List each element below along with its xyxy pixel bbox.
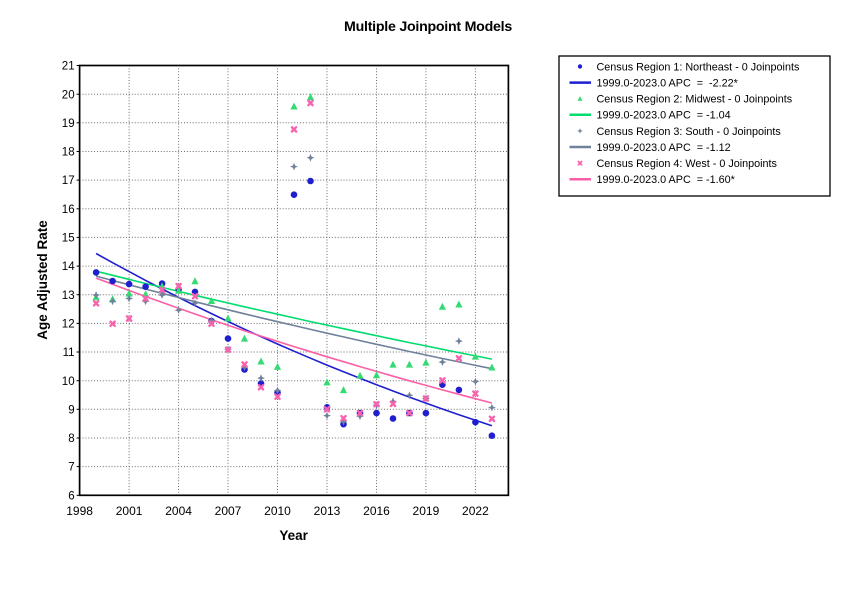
svg-text:19: 19: [62, 118, 75, 130]
svg-text:1999.0-2023.0 APC = -1.12: 1999.0-2023.0 APC = -1.12: [597, 142, 731, 154]
svg-text:2013: 2013: [314, 504, 341, 518]
svg-text:2007: 2007: [215, 504, 242, 518]
svg-text:8: 8: [68, 433, 74, 445]
svg-text:Census Region 1: Northeast - 0: Census Region 1: Northeast - 0 Joinpoint…: [597, 61, 800, 73]
svg-text:Census Region 4: West - 0 Join: Census Region 4: West - 0 Joinpoints: [597, 158, 778, 170]
svg-text:6: 6: [68, 490, 74, 502]
svg-text:1999.0-2023.0 APC = -1.60*: 1999.0-2023.0 APC = -1.60*: [597, 174, 736, 186]
svg-text:20: 20: [62, 89, 75, 101]
svg-text:9: 9: [68, 404, 74, 416]
svg-text:2010: 2010: [264, 504, 291, 518]
svg-text:2019: 2019: [413, 504, 440, 518]
svg-text:1999.0-2023.0 APC = -2.22*: 1999.0-2023.0 APC = -2.22*: [597, 78, 739, 90]
svg-text:21: 21: [62, 61, 75, 73]
svg-text:Census Region 3: South - 0 Joi: Census Region 3: South - 0 Joinpoints: [597, 126, 782, 138]
svg-text:Census Region 2: Midwest - 0 J: Census Region 2: Midwest - 0 Joinpoints: [597, 94, 793, 106]
svg-text:7: 7: [68, 462, 74, 474]
svg-text:1998: 1998: [66, 504, 93, 518]
svg-text:17: 17: [62, 175, 75, 187]
svg-text:Year: Year: [279, 528, 308, 543]
svg-text:16: 16: [62, 204, 75, 216]
svg-text:2022: 2022: [462, 504, 489, 518]
svg-text:2004: 2004: [165, 504, 192, 518]
svg-text:15: 15: [62, 233, 75, 245]
svg-text:10: 10: [62, 376, 75, 388]
svg-text:Age Adjusted Rate: Age Adjusted Rate: [35, 220, 50, 340]
svg-text:12: 12: [62, 319, 75, 331]
svg-text:11: 11: [63, 347, 75, 359]
svg-text:1999.0-2023.0 APC = -1.04: 1999.0-2023.0 APC = -1.04: [597, 110, 731, 122]
svg-text:2001: 2001: [116, 504, 143, 518]
svg-text:Multiple Joinpoint Models: Multiple Joinpoint Models: [344, 19, 512, 35]
svg-text:13: 13: [62, 290, 75, 302]
svg-text:18: 18: [62, 147, 75, 159]
svg-text:2016: 2016: [363, 504, 390, 518]
svg-text:14: 14: [62, 261, 75, 273]
